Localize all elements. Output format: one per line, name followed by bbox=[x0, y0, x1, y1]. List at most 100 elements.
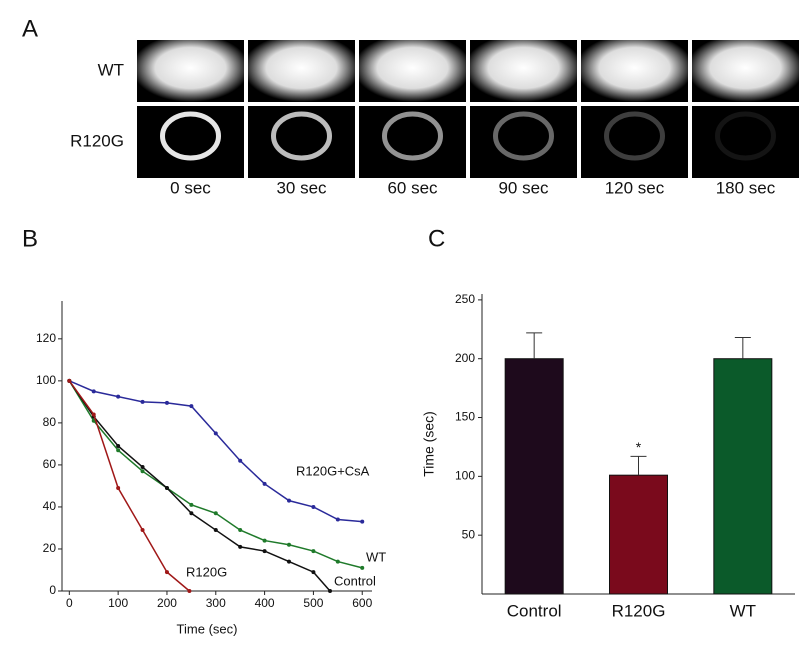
data-point bbox=[262, 481, 267, 486]
bar bbox=[504, 358, 564, 595]
micrograph-r120g bbox=[470, 106, 577, 178]
micrograph-wt bbox=[359, 40, 466, 102]
error-bar bbox=[526, 332, 543, 359]
y-tick-label: 200 bbox=[455, 351, 475, 365]
cell-glow bbox=[382, 111, 443, 161]
data-point bbox=[311, 549, 316, 554]
series-label: R120G bbox=[186, 564, 227, 579]
micrograph-r120g bbox=[581, 106, 688, 178]
x-tick-label: 100 bbox=[108, 596, 128, 610]
series-line bbox=[69, 380, 363, 523]
data-point bbox=[262, 549, 267, 554]
y-tick-label: 80 bbox=[43, 415, 57, 429]
micrograph-wt bbox=[470, 40, 577, 102]
cell-glow bbox=[604, 111, 665, 161]
panel-label: C bbox=[428, 225, 445, 252]
y-axis-label: Time (sec) bbox=[421, 411, 437, 477]
data-point bbox=[140, 399, 145, 404]
x-tick-label: 300 bbox=[206, 596, 226, 610]
y-tick-label: 150 bbox=[455, 410, 475, 424]
error-bar bbox=[630, 455, 647, 476]
data-point bbox=[213, 431, 218, 436]
data-point bbox=[213, 511, 218, 516]
data-point bbox=[116, 486, 121, 491]
category-label: R120G bbox=[612, 601, 666, 620]
time-label: 60 sec bbox=[387, 178, 438, 197]
category-label: WT bbox=[730, 601, 756, 620]
data-point bbox=[140, 528, 145, 533]
data-point bbox=[189, 511, 194, 516]
data-point bbox=[91, 389, 96, 394]
micrograph-wt bbox=[137, 40, 244, 102]
series-label: WT bbox=[366, 549, 386, 564]
micrograph-wt bbox=[248, 40, 355, 102]
data-point bbox=[311, 570, 316, 575]
data-point bbox=[238, 458, 243, 463]
bar bbox=[713, 358, 773, 595]
x-tick-label: 400 bbox=[255, 596, 275, 610]
data-point bbox=[164, 400, 169, 405]
data-point bbox=[287, 559, 292, 564]
micrograph-r120g bbox=[359, 106, 466, 178]
y-tick-label: 20 bbox=[43, 541, 57, 555]
x-axis-label: Time (sec) bbox=[177, 621, 238, 636]
time-label: 90 sec bbox=[498, 178, 549, 197]
data-point bbox=[116, 394, 121, 399]
y-tick-label: 40 bbox=[43, 499, 57, 513]
data-point bbox=[140, 469, 145, 474]
y-tick-label: 60 bbox=[43, 457, 57, 471]
micrograph-r120g bbox=[137, 106, 244, 178]
error-bar bbox=[734, 337, 751, 359]
data-point bbox=[116, 448, 121, 453]
panel-label: A bbox=[22, 15, 38, 42]
row-label: R120G bbox=[70, 131, 124, 150]
data-point bbox=[189, 502, 194, 507]
data-point bbox=[238, 544, 243, 549]
micrograph-r120g bbox=[248, 106, 355, 178]
y-tick-label: 250 bbox=[455, 292, 475, 306]
data-point bbox=[91, 412, 96, 417]
series-line bbox=[68, 380, 190, 592]
data-point bbox=[164, 486, 169, 491]
micrograph-r120g bbox=[692, 106, 799, 178]
data-point bbox=[189, 404, 194, 409]
y-tick-label: 100 bbox=[455, 469, 475, 483]
bar bbox=[609, 474, 668, 595]
x-tick-label: 500 bbox=[303, 596, 323, 610]
cell-glow bbox=[493, 111, 554, 161]
series-label: Control bbox=[334, 573, 376, 588]
time-label: 120 sec bbox=[605, 178, 665, 197]
data-point bbox=[335, 559, 340, 564]
time-label: 180 sec bbox=[716, 178, 776, 197]
x-tick-label: 600 bbox=[352, 596, 372, 610]
series-line bbox=[68, 380, 331, 592]
time-label: 0 sec bbox=[170, 178, 211, 197]
data-point bbox=[287, 498, 292, 503]
x-tick-label: 0 bbox=[66, 596, 73, 610]
micrograph-wt bbox=[581, 40, 688, 102]
data-point bbox=[287, 542, 292, 547]
data-point bbox=[262, 538, 267, 543]
data-point bbox=[311, 504, 316, 509]
cell-glow bbox=[271, 111, 332, 161]
data-point bbox=[116, 444, 121, 448]
y-tick-label: 0 bbox=[49, 583, 56, 597]
x-tick-label: 200 bbox=[157, 596, 177, 610]
time-label: 30 sec bbox=[276, 178, 327, 197]
data-point bbox=[335, 517, 340, 522]
data-point bbox=[140, 465, 145, 470]
panel-label: B bbox=[22, 225, 38, 252]
data-point bbox=[67, 378, 72, 383]
data-point bbox=[164, 570, 169, 575]
micrograph-wt bbox=[692, 40, 799, 102]
data-point bbox=[360, 519, 365, 524]
data-point bbox=[213, 528, 218, 533]
data-point bbox=[187, 589, 192, 593]
cell-glow bbox=[715, 111, 776, 161]
row-label: WT bbox=[98, 60, 124, 79]
category-label: Control bbox=[507, 601, 562, 620]
series-label: R120G+CsA bbox=[296, 463, 370, 478]
data-point bbox=[238, 528, 243, 533]
significance-mark: * bbox=[636, 439, 642, 455]
